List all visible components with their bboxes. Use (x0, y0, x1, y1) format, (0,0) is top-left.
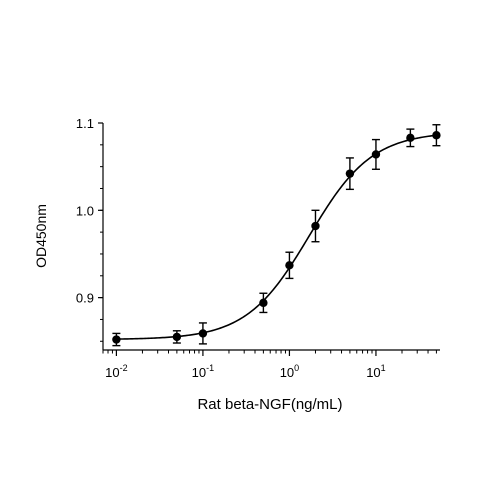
point-marker (285, 261, 294, 270)
y-tick-label: 1.1 (76, 116, 94, 131)
point-marker (112, 335, 121, 344)
y-axis-label: OD450nm (33, 204, 49, 268)
point-marker (259, 298, 268, 308)
data-point (112, 332, 121, 347)
y-tick-label: 1.0 (76, 203, 94, 218)
y-tick-label: 0.9 (76, 291, 94, 306)
point-marker (311, 221, 320, 231)
data-point (311, 209, 320, 243)
axes (102, 123, 440, 351)
data-point (198, 322, 208, 345)
point-marker (198, 329, 208, 338)
data-point (406, 128, 415, 148)
point-marker (371, 150, 381, 159)
y-ticks: 0.9 1.0 1.1 (76, 116, 103, 342)
data-point (371, 138, 381, 170)
data-point (285, 251, 294, 280)
fit-curve (116, 134, 437, 340)
point-marker (345, 169, 355, 178)
point-marker (172, 332, 182, 342)
point-marker (432, 131, 441, 140)
point-marker (406, 133, 415, 143)
data-point (432, 124, 441, 147)
data-point (259, 292, 268, 314)
data-point (345, 157, 355, 191)
x-tick-label: 101 (366, 363, 385, 380)
x-tick-label: 10-2 (105, 363, 127, 380)
data-points (112, 124, 441, 347)
x-axis-label: Rat beta-NGF(ng/mL) (197, 396, 342, 413)
x-ticks: 10-2 10-1 100 101 (102, 350, 437, 380)
data-point (172, 330, 182, 344)
x-tick-label: 100 (280, 363, 299, 380)
x-tick-label: 10-1 (192, 363, 214, 380)
